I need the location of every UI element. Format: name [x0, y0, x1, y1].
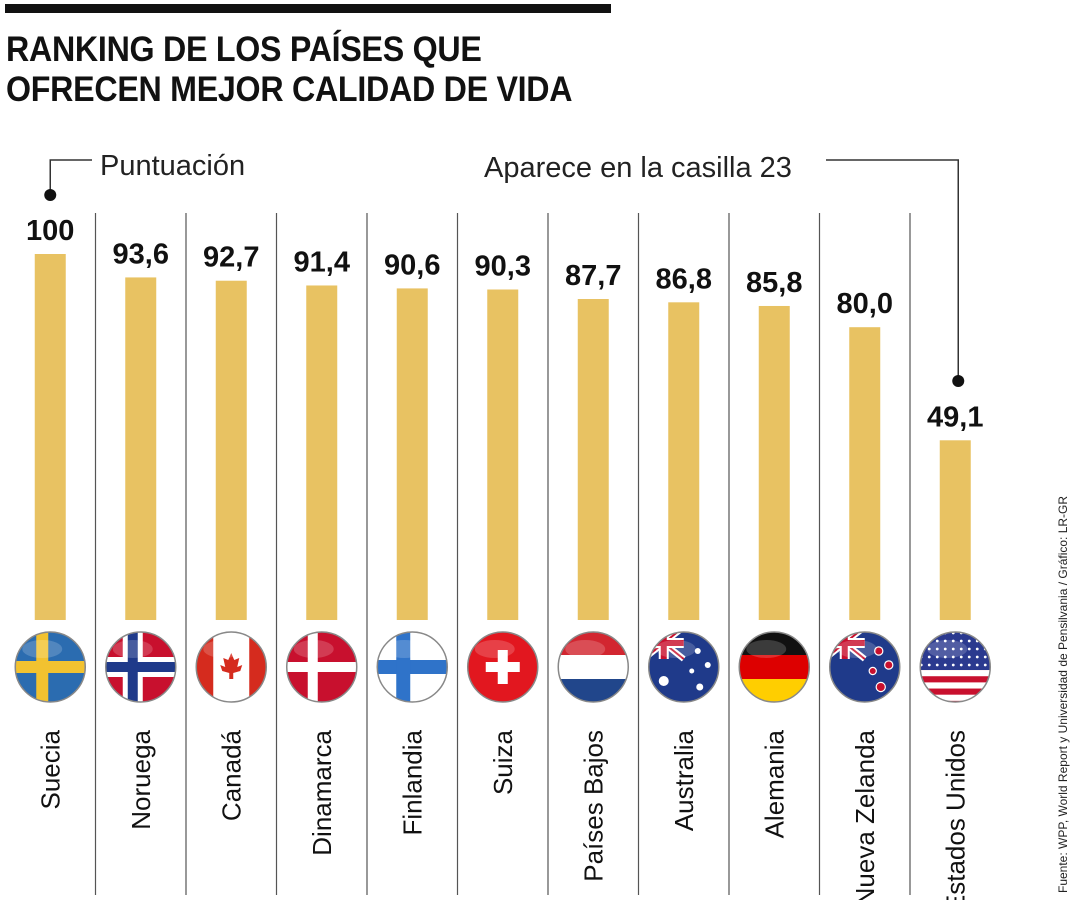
bar [397, 288, 428, 620]
value-label: 90,3 [475, 251, 531, 283]
value-label: 100 [26, 215, 74, 247]
usa-flag-icon [915, 627, 995, 707]
country-label: Países Bajos [578, 730, 608, 882]
switzerland-flag-icon [463, 627, 543, 707]
country-label: Canadá [216, 729, 246, 821]
score-annotation: Puntuación [100, 150, 245, 182]
sweden-flag-icon [10, 627, 90, 707]
source-note: Fuente: WPP, World Report y Universidad … [1056, 496, 1070, 893]
country-label: Alemania [759, 729, 789, 838]
score-annotation-line [50, 160, 92, 195]
value-label: 85,8 [746, 267, 802, 299]
country-label: Australia [669, 729, 699, 831]
bar [940, 440, 971, 620]
country-label: Finlandia [397, 729, 427, 835]
bar [125, 277, 156, 620]
score-annotation-dot [44, 189, 56, 201]
bar [849, 327, 880, 620]
bar [35, 254, 66, 620]
canada-flag-icon [191, 627, 271, 707]
australia-flag-icon [644, 627, 724, 707]
value-label: 80,0 [837, 288, 893, 320]
new-zealand-flag-icon [825, 627, 905, 707]
country-label: Nueva Zelanda [850, 729, 880, 900]
country-label: Suiza [488, 729, 518, 795]
bar [578, 299, 609, 620]
norway-flag-icon [101, 627, 181, 707]
us-rank-annotation: Aparece en la casilla 23 [484, 152, 792, 184]
bar [487, 290, 518, 620]
value-label: 87,7 [565, 260, 621, 292]
us-rank-annotation-dot [952, 375, 964, 387]
finland-flag-icon [372, 627, 452, 707]
value-label: 92,7 [203, 242, 259, 274]
bar [668, 302, 699, 620]
value-label: 91,4 [294, 246, 350, 278]
denmark-flag-icon [282, 627, 362, 707]
value-label: 90,6 [384, 249, 440, 281]
value-label: 49,1 [927, 401, 983, 433]
us-rank-annotation-line [826, 160, 958, 381]
bar [306, 285, 337, 620]
bar [759, 306, 790, 620]
netherlands-flag-icon [553, 627, 633, 707]
bar [216, 281, 247, 620]
country-label: Dinamarca [307, 729, 337, 855]
value-label: 86,8 [656, 263, 712, 295]
country-label: Suecia [35, 729, 65, 809]
germany-flag-icon [734, 627, 814, 707]
value-label: 93,6 [113, 238, 169, 270]
country-label: Estados Unidos [940, 730, 970, 900]
country-label: Noruega [126, 729, 156, 829]
